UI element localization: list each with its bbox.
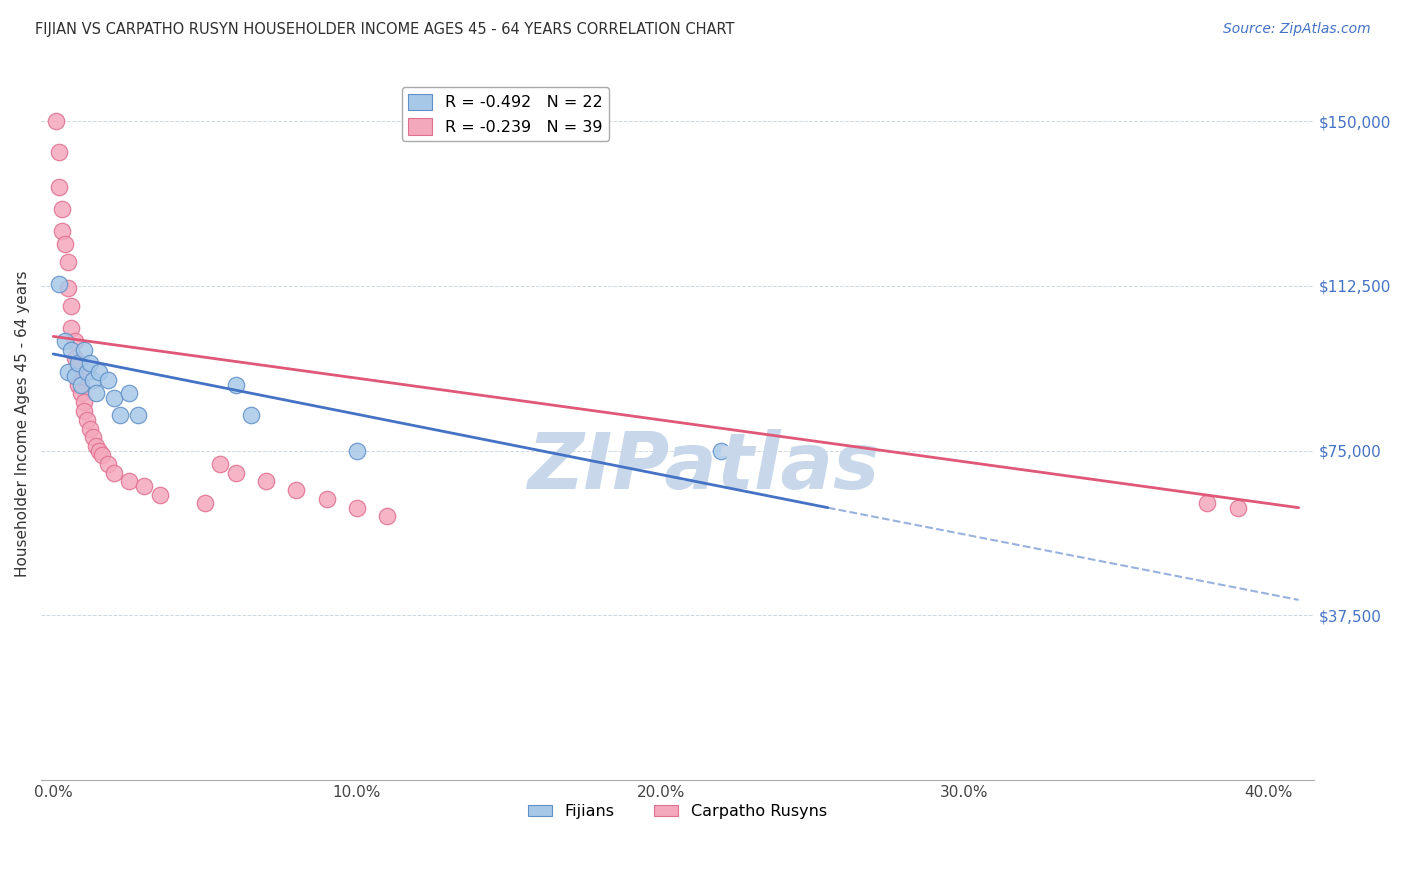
Point — [148, 487, 170, 501]
Point — [58, 365, 80, 379]
Point — [60, 320, 83, 334]
Point — [69, 386, 91, 401]
Point — [60, 343, 83, 357]
Point — [66, 377, 89, 392]
Point — [72, 395, 94, 409]
Point — [63, 368, 86, 383]
Point — [103, 466, 125, 480]
Point — [76, 413, 98, 427]
Legend: Fijians, Carpatho Rusyns: Fijians, Carpatho Rusyns — [522, 797, 834, 825]
Point — [55, 237, 77, 252]
Point — [377, 509, 399, 524]
Point — [48, 277, 70, 291]
Point — [63, 334, 86, 348]
Point — [118, 386, 141, 401]
Point — [346, 500, 368, 515]
Point — [194, 496, 217, 510]
Point — [76, 365, 98, 379]
Point — [48, 180, 70, 194]
Point — [82, 430, 104, 444]
Point — [134, 479, 156, 493]
Point — [63, 351, 86, 366]
Point — [254, 475, 277, 489]
Point — [118, 475, 141, 489]
Point — [87, 365, 110, 379]
Point — [72, 343, 94, 357]
Point — [84, 386, 107, 401]
Point — [66, 356, 89, 370]
Point — [79, 422, 101, 436]
Text: Source: ZipAtlas.com: Source: ZipAtlas.com — [1223, 22, 1371, 37]
Point — [710, 443, 733, 458]
Point — [82, 373, 104, 387]
Point — [66, 360, 89, 375]
Point — [103, 391, 125, 405]
Point — [108, 409, 131, 423]
Point — [51, 224, 73, 238]
Point — [51, 202, 73, 216]
Point — [127, 409, 149, 423]
Point — [79, 356, 101, 370]
Point — [224, 466, 246, 480]
Text: FIJIAN VS CARPATHO RUSYN HOUSEHOLDER INCOME AGES 45 - 64 YEARS CORRELATION CHART: FIJIAN VS CARPATHO RUSYN HOUSEHOLDER INC… — [35, 22, 735, 37]
Point — [69, 368, 91, 383]
Point — [58, 254, 80, 268]
Point — [72, 404, 94, 418]
Point — [1226, 500, 1249, 515]
Point — [90, 448, 112, 462]
Point — [1197, 496, 1219, 510]
Point — [209, 457, 232, 471]
Point — [58, 281, 80, 295]
Point — [87, 443, 110, 458]
Point — [239, 409, 262, 423]
Point — [285, 483, 308, 497]
Text: ZIPatlas: ZIPatlas — [527, 429, 879, 505]
Point — [69, 377, 91, 392]
Point — [97, 457, 120, 471]
Point — [60, 299, 83, 313]
Point — [45, 114, 67, 128]
Point — [346, 443, 368, 458]
Point — [84, 439, 107, 453]
Point — [48, 145, 70, 159]
Point — [224, 377, 246, 392]
Point — [97, 373, 120, 387]
Point — [55, 334, 77, 348]
Point — [315, 491, 337, 506]
Y-axis label: Householder Income Ages 45 - 64 years: Householder Income Ages 45 - 64 years — [15, 271, 30, 577]
